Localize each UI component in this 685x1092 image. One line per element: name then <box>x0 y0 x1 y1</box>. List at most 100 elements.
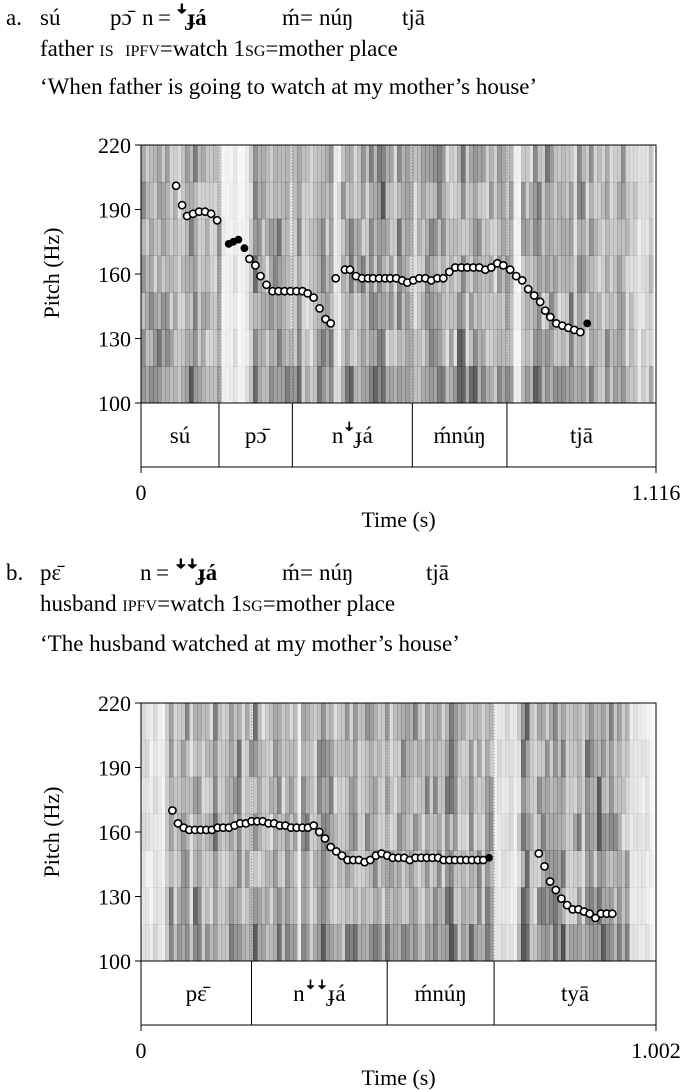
gloss-word: tjā <box>426 560 449 585</box>
example-label: b. <box>6 560 24 585</box>
gloss-word: pɔ̄ <box>110 5 132 30</box>
segment-label: nꜜɟá <box>332 421 373 448</box>
pitch-point <box>309 821 319 830</box>
segment-label: tjā <box>570 423 593 448</box>
pitch-point <box>345 265 355 275</box>
segment-label: nꜜꜜɟá <box>293 979 345 1006</box>
gloss-word: = <box>158 5 171 30</box>
y-tick-label: 160 <box>98 820 131 845</box>
segment-label: pɔ̄ <box>245 423 271 448</box>
gloss-word: núŋ <box>319 5 354 30</box>
gloss-word: = <box>300 5 313 30</box>
pitch-point <box>250 260 260 270</box>
pitch-point <box>337 851 347 860</box>
segment-label: ḿnúŋ <box>415 981 467 1006</box>
free-translation: ‘The husband watched at my mother’s hous… <box>40 631 460 656</box>
gloss-word: pɛ̄ <box>40 560 62 585</box>
pitch-point <box>557 894 566 903</box>
pitch-point <box>365 855 375 865</box>
pitch-point <box>591 913 600 923</box>
segment-label: sú <box>170 423 191 448</box>
pitch-point <box>326 842 336 852</box>
x-axis-label: Time (s) <box>361 507 435 532</box>
pitch-track <box>171 181 592 337</box>
pitch-point <box>545 312 555 322</box>
x-tick-label: 0 <box>136 480 147 505</box>
pitch-point <box>212 215 222 225</box>
gloss-word: = <box>300 560 313 585</box>
spectrogram-chart-a: sú pɔ̄ nꜜɟá ḿnúŋ tjā 100 130 160 190 220 0 1.116 Tim… <box>98 133 680 532</box>
pitch-point <box>167 806 177 815</box>
pitch-point <box>331 847 341 856</box>
pitch-point <box>256 271 265 281</box>
pitch-point <box>486 263 496 272</box>
pitch-point <box>244 254 254 264</box>
pitch-point <box>173 819 183 828</box>
gloss-word: núŋ <box>319 560 354 585</box>
pitch-point <box>315 303 324 313</box>
y-tick-label: 130 <box>98 885 131 910</box>
pitch-point <box>540 862 549 871</box>
free-translation: ‘When father is going to watch at my mot… <box>40 74 538 99</box>
y-tick-label: 130 <box>98 327 131 352</box>
pitch-point <box>314 827 324 837</box>
pitch-point <box>444 267 454 277</box>
tier-frame <box>140 402 657 468</box>
y-tick-label: 220 <box>98 691 131 716</box>
pitch-point <box>326 318 336 328</box>
pitch-point <box>523 284 533 294</box>
pitch-point <box>534 849 544 858</box>
pitch-point <box>240 244 249 253</box>
gloss-word: = <box>156 560 169 585</box>
spectrogram-texture <box>141 145 654 404</box>
gloss-word: ꜜɟá <box>176 5 207 30</box>
pitch-point <box>303 288 312 298</box>
gloss-word: ḿ <box>282 560 300 585</box>
pitch-point <box>562 900 572 910</box>
tier-frame <box>140 960 657 1026</box>
pitch-point <box>583 319 592 328</box>
segment-label: pɛ̄ <box>186 981 211 1006</box>
pitch-point <box>551 885 561 895</box>
y-tick-label: 160 <box>98 262 131 287</box>
y-tick-label: 100 <box>98 949 131 974</box>
gloss-word: n <box>140 560 152 585</box>
gloss-word: n <box>142 5 154 30</box>
pitch-point <box>585 909 595 919</box>
pitch-track <box>167 806 617 923</box>
pitch-point <box>511 271 521 281</box>
x-tick-label: 0 <box>136 1038 147 1063</box>
y-tick-label: 190 <box>98 198 131 223</box>
pitch-point <box>206 209 216 219</box>
segment-label: tyā <box>561 981 589 1006</box>
y-tick-label: 100 <box>98 391 131 416</box>
pitch-point <box>309 293 318 302</box>
y-tick-label: 190 <box>98 756 131 781</box>
spectrogram-texture <box>141 703 654 962</box>
pitch-point <box>545 877 555 886</box>
pitch-point <box>177 200 187 210</box>
gloss-line: husband ipfv=watch 1sg=mother place <box>40 591 396 616</box>
pitch-point <box>485 853 493 862</box>
gloss-word: tjā <box>402 5 425 30</box>
example-a: a. sú pɔ̄ n = ꜜɟá ḿ = núŋ tjā father is … <box>0 0 685 540</box>
x-tick-label: 1.002 <box>631 1038 681 1063</box>
pitch-point <box>517 275 527 285</box>
pitch-point <box>171 181 181 191</box>
pitch-point <box>607 909 617 919</box>
pitch-point <box>498 260 508 270</box>
gloss-word: sú <box>40 5 61 30</box>
pitch-point <box>540 306 550 315</box>
pitch-point <box>438 273 448 283</box>
pitch-point <box>331 273 341 283</box>
pitch-point <box>575 327 585 337</box>
gloss-word: ḿ <box>282 5 300 30</box>
segment-label: ḿnúŋ <box>434 423 486 448</box>
pitch-point <box>320 834 330 843</box>
x-axis-label: Time (s) <box>361 1065 435 1090</box>
pitch-point <box>529 291 539 300</box>
pitch-point <box>262 280 271 290</box>
pitch-point <box>234 235 243 244</box>
